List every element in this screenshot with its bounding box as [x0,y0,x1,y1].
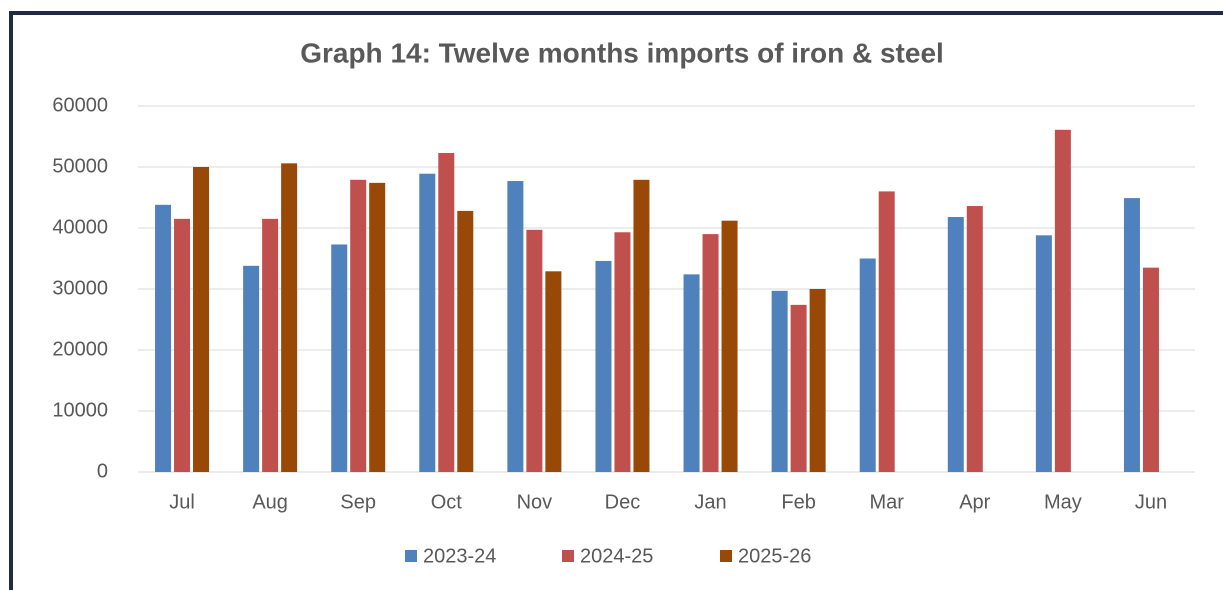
bar [243,265,260,472]
y-tick-label: 40000 [52,216,108,238]
bar [878,191,895,472]
y-tick-label: 30000 [52,277,108,299]
x-tick-label: Dec [605,491,641,513]
bar [369,182,386,473]
y-tick-label: 50000 [52,155,108,177]
legend-label: 2023-24 [423,545,496,567]
y-tick-label: 20000 [52,338,108,360]
bar [809,289,826,472]
x-tick-label: May [1044,491,1082,513]
bar [545,271,562,472]
bar [1142,267,1159,472]
bar [1123,198,1140,473]
bar [174,218,191,472]
y-tick-label: 0 [97,460,108,482]
bar [155,204,172,472]
bar [419,173,436,472]
bar [193,167,210,472]
bar [790,304,807,472]
x-tick-label: Jul [169,491,195,513]
x-tick-label: Jun [1135,491,1167,513]
x-tick-label: Apr [959,491,990,513]
bar [262,218,279,472]
legend-label: 2025-26 [738,545,811,567]
legend-swatch [562,550,574,562]
frame-border [9,11,1223,590]
bar [721,220,738,472]
chart-title: Graph 14: Twelve months imports of iron … [300,37,944,68]
bar [966,206,983,473]
bar [350,179,367,472]
bar [702,234,719,472]
bar [331,244,348,472]
bar [859,258,876,472]
x-tick-label: Sep [340,491,376,513]
bar [633,179,650,472]
bar [947,217,964,472]
x-tick-label: Mar [869,491,904,513]
bar [457,210,474,473]
x-tick-label: Jan [694,491,726,513]
bar [614,232,631,472]
x-tick-label: Nov [517,491,553,513]
bar [1035,235,1052,472]
bar [526,229,543,472]
y-tick-label: 10000 [52,399,108,421]
x-tick-label: Feb [781,491,815,513]
bar [438,152,455,472]
bar [595,260,612,472]
x-tick-label: Aug [252,491,288,513]
legend-swatch [720,550,732,562]
bar [281,163,298,472]
legend-swatch [405,550,417,562]
bar [1054,129,1071,473]
y-tick-label: 60000 [52,94,108,116]
x-tick-label: Oct [431,491,463,513]
bar [683,274,700,472]
bar [771,290,788,472]
legend-label: 2024-25 [580,545,653,567]
bar [507,181,524,472]
